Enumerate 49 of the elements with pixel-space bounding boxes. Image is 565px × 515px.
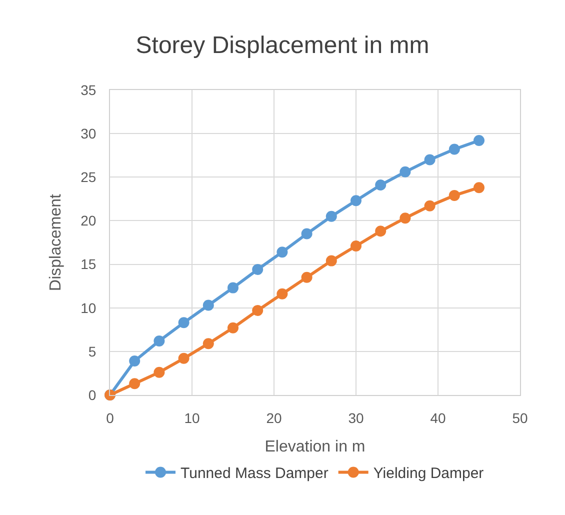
legend-label: Tunned Mass Damper bbox=[180, 465, 328, 482]
y-tick-label: 0 bbox=[88, 386, 96, 403]
point bbox=[276, 288, 288, 300]
point bbox=[252, 264, 264, 276]
point bbox=[400, 212, 411, 224]
point bbox=[375, 226, 386, 237]
y-tick-label: 15 bbox=[80, 256, 96, 272]
point bbox=[474, 182, 484, 194]
x-tick-label: 20 bbox=[266, 410, 282, 426]
x-axis-title: Elevation in m bbox=[264, 438, 366, 456]
y-tick-label: 5 bbox=[88, 343, 96, 360]
point bbox=[276, 246, 288, 258]
point bbox=[202, 300, 214, 311]
point bbox=[252, 304, 264, 316]
y-tick-label: 35 bbox=[80, 82, 96, 98]
point bbox=[424, 200, 436, 212]
point bbox=[178, 352, 190, 364]
point bbox=[350, 240, 362, 252]
point bbox=[154, 335, 165, 346]
point bbox=[228, 282, 238, 294]
y-tick-label: 30 bbox=[80, 125, 96, 142]
point bbox=[326, 210, 337, 222]
point bbox=[301, 272, 312, 283]
point bbox=[202, 338, 214, 350]
point bbox=[129, 356, 140, 367]
point bbox=[301, 228, 312, 240]
legend-label: Yielding Damper bbox=[373, 465, 484, 482]
x-tick-label: 10 bbox=[184, 410, 200, 426]
point bbox=[154, 366, 165, 378]
point bbox=[400, 166, 411, 178]
x-tick-label: 50 bbox=[512, 410, 528, 426]
y-axis-title: Displacement bbox=[48, 193, 65, 291]
point bbox=[424, 154, 436, 166]
point bbox=[228, 322, 238, 334]
y-tick-label: 20 bbox=[80, 212, 96, 229]
point bbox=[350, 195, 362, 206]
x-tick-label: 30 bbox=[348, 410, 364, 426]
y-tick-label: 25 bbox=[80, 169, 96, 186]
point bbox=[326, 255, 337, 266]
point bbox=[129, 378, 140, 390]
point bbox=[448, 144, 460, 155]
point bbox=[178, 317, 190, 328]
x-tick-label: 0 bbox=[106, 410, 114, 426]
y-tick-label: 10 bbox=[80, 300, 96, 316]
point bbox=[375, 179, 386, 190]
chart-title: Storey Displacement in mm bbox=[136, 32, 430, 59]
x-tick-label: 40 bbox=[430, 410, 446, 426]
point bbox=[474, 135, 484, 146]
point bbox=[448, 190, 460, 201]
